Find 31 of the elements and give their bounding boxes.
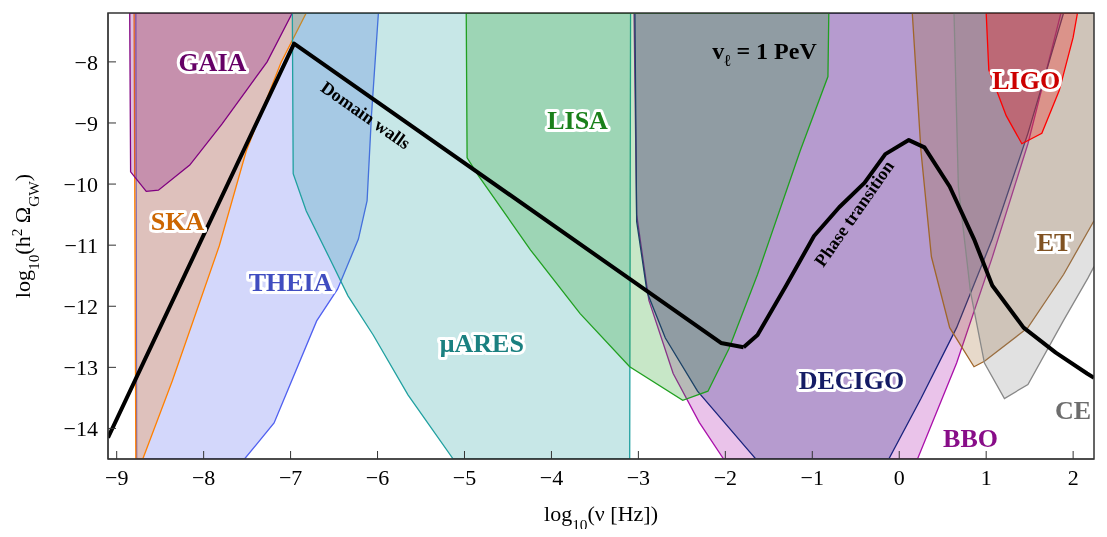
x-tick-label: 2	[1067, 464, 1079, 490]
series-label: ET	[1036, 228, 1072, 258]
series-label: LISA	[547, 105, 609, 135]
y-tick-label: −8	[74, 49, 98, 75]
x-axis-title: log$_{10}$(ν [Hz])	[544, 501, 658, 533]
x-tick-label: −9	[104, 464, 129, 490]
x-tick-label: −5	[452, 464, 477, 490]
series-label: CE	[1055, 396, 1092, 426]
y-tick-label: −13	[63, 355, 98, 381]
x-tick-label: −4	[539, 464, 564, 490]
series-label: μARES	[439, 328, 524, 358]
series-label: DECIGO	[798, 365, 905, 395]
x-tick-label: −2	[713, 464, 738, 490]
series-label: BBO	[943, 423, 998, 453]
text: v$_{ℓ}$ = 1 PeV	[712, 37, 818, 71]
y-tick-label: −11	[64, 232, 98, 258]
x-tick-label: 0	[893, 464, 905, 490]
series-label: THEIA	[248, 267, 333, 297]
y-tick-label: −12	[63, 294, 98, 320]
x-tick-label: −1	[800, 464, 824, 490]
x-tick-label: −8	[191, 464, 216, 490]
series-label: LIGO	[992, 66, 1061, 96]
series-label: GAIA	[178, 47, 247, 77]
y-tick-label: −14	[63, 416, 98, 442]
series-label: SKA	[150, 206, 205, 236]
x-tick-label: −3	[626, 464, 651, 490]
y-tick-label: −10	[63, 171, 98, 197]
x-tick-label: −6	[365, 464, 390, 490]
x-tick-label: 1	[980, 464, 992, 490]
x-tick-label: −7	[278, 464, 303, 490]
y-tick-label: −9	[74, 110, 98, 136]
